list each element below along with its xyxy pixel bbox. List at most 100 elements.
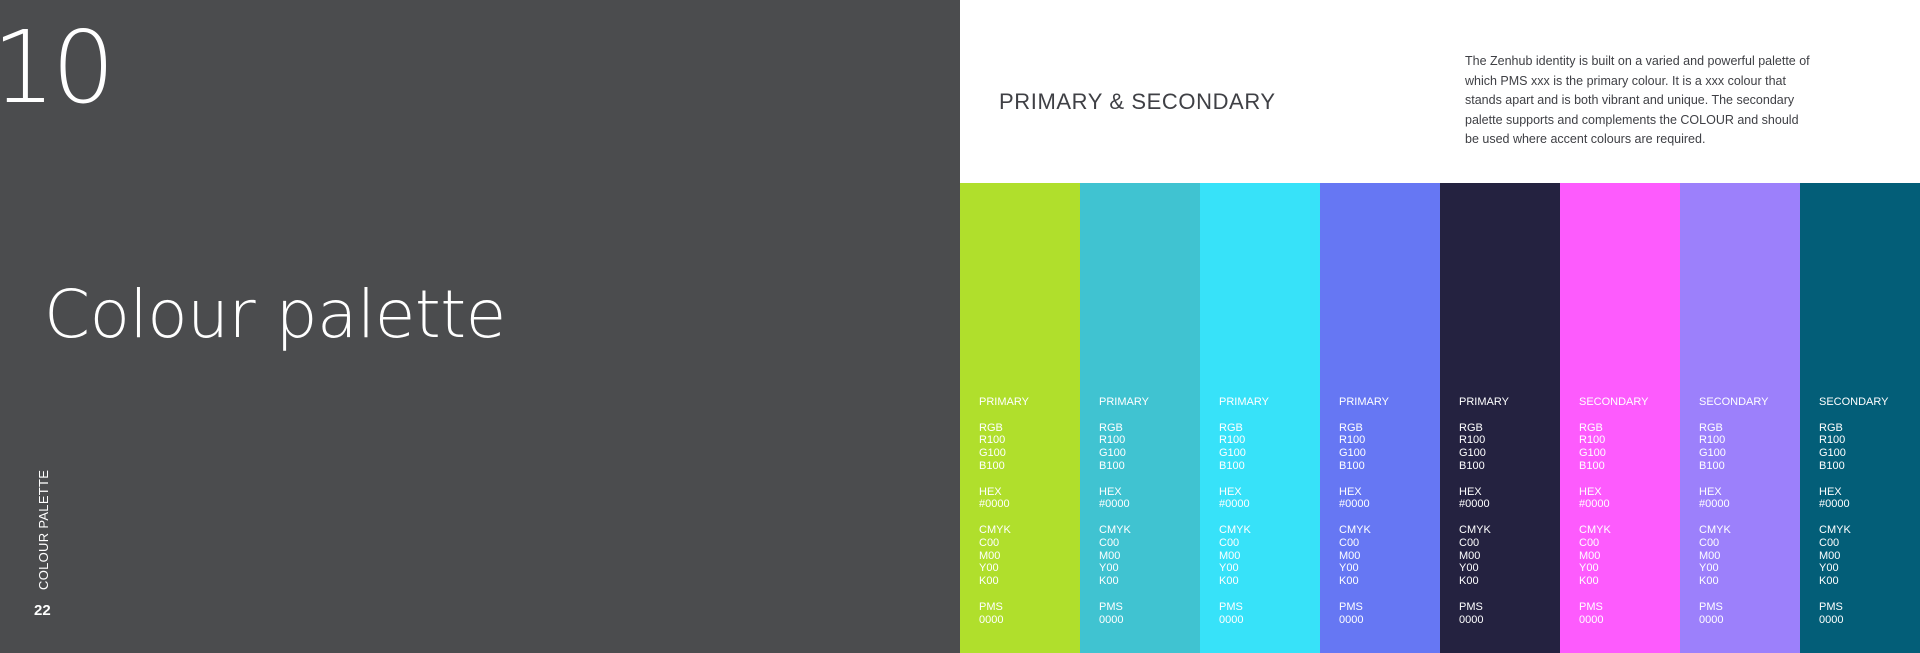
hex-value: #0000: [1459, 498, 1490, 511]
pms-label: PMS: [1099, 600, 1123, 613]
hex-label: HEX: [1579, 485, 1602, 498]
section-heading: PRIMARY & SECONDARY: [999, 89, 1276, 114]
cmyk-k: K00: [1219, 575, 1239, 588]
rgb-label: RGB: [979, 421, 1003, 434]
cmyk-m: M00: [979, 549, 1001, 562]
rgb-b: B100: [1099, 459, 1125, 472]
colour-swatch: PRIMARY RGB R100 G100 B100 HEX #0000 CMYK C00 M00…: [1440, 183, 1560, 653]
colour-swatch: PRIMARY RGB R100 G100 B100 HEX #0000 CMYK C00 M00…: [960, 183, 1080, 653]
hex-label: HEX: [1339, 485, 1362, 498]
cmyk-y: Y00: [1699, 562, 1719, 575]
swatch-type: SECONDARY: [1699, 396, 1769, 408]
hex-label: HEX: [1099, 485, 1122, 498]
rgb-b: B100: [1339, 459, 1365, 472]
section-side-label: COLOUR PALETTE: [36, 469, 51, 590]
left-page: 10 Colour palette COLOUR PALETTE 22: [0, 9, 507, 619]
rgb-b: B100: [1579, 459, 1605, 472]
hex-value: #0000: [1699, 498, 1730, 511]
swatch-specs: PRIMARY RGB R100 G100 B100 HEX #0000 CMYK C00 M00…: [1219, 396, 1269, 639]
swatch-type: SECONDARY: [1579, 396, 1649, 408]
rgb-r: R100: [1219, 434, 1246, 447]
colour-swatch: PRIMARY RGB R100 G100 B100 HEX #0000 CMYK C00 M00…: [1320, 183, 1440, 653]
cmyk-label: CMYK: [1099, 523, 1131, 536]
rgb-g: G100: [1819, 447, 1846, 460]
cmyk-k: K00: [1819, 575, 1839, 588]
swatch-specs: PRIMARY RGB R100 G100 B100 HEX #0000 CMYK C00 M00…: [979, 396, 1029, 639]
pms-label: PMS: [1699, 600, 1723, 613]
cmyk-m: M00: [1699, 549, 1721, 562]
cmyk-m: M00: [1819, 549, 1841, 562]
rgb-r: R100: [1579, 434, 1606, 447]
pms-value: 0000: [979, 613, 1004, 626]
rgb-g: G100: [1339, 447, 1366, 460]
hex-label: HEX: [1819, 485, 1842, 498]
cmyk-m: M00: [1339, 549, 1361, 562]
pms-value: 0000: [1459, 613, 1484, 626]
swatch-specs: PRIMARY RGB R100 G100 B100 HEX #0000 CMYK C00 M00…: [1099, 396, 1149, 639]
cmyk-label: CMYK: [1699, 523, 1731, 536]
cmyk-label: CMYK: [1579, 523, 1611, 536]
rgb-label: RGB: [1819, 421, 1843, 434]
rgb-r: R100: [1339, 434, 1366, 447]
rgb-b: B100: [1699, 459, 1725, 472]
cmyk-label: CMYK: [1339, 523, 1371, 536]
rgb-g: G100: [979, 447, 1006, 460]
rgb-label: RGB: [1459, 421, 1483, 434]
rgb-b: B100: [1459, 459, 1485, 472]
cmyk-y: Y00: [1099, 562, 1119, 575]
intro-paragraph: The Zenhub identity is built on a varied…: [1465, 54, 1810, 146]
page-number: 22: [34, 602, 51, 619]
cmyk-label: CMYK: [1219, 523, 1251, 536]
swatch-row: PRIMARY RGB R100 G100 B100 HEX #0000 CMYK C00 M00…: [960, 183, 1920, 653]
cmyk-c: C00: [1699, 536, 1720, 549]
rgb-label: RGB: [1699, 421, 1723, 434]
rgb-r: R100: [979, 434, 1006, 447]
hex-label: HEX: [1459, 485, 1482, 498]
rgb-label: RGB: [1099, 421, 1123, 434]
cmyk-c: C00: [1099, 536, 1120, 549]
page-title: Colour palette: [44, 276, 506, 353]
palette-header: PRIMARY & SECONDARY The Zenhub identity …: [960, 0, 1920, 183]
colour-swatch: SECONDARY RGB R100 G100 B100 HEX #0000 CMYK C00 M…: [1560, 183, 1680, 653]
pms-value: 0000: [1699, 613, 1724, 626]
rgb-g: G100: [1219, 447, 1246, 460]
pms-value: 0000: [1579, 613, 1604, 626]
swatch-type: PRIMARY: [1459, 396, 1509, 408]
swatch-type: PRIMARY: [1339, 396, 1389, 408]
swatch-type: PRIMARY: [1099, 396, 1149, 408]
hex-value: #0000: [1099, 498, 1130, 511]
pms-value: 0000: [1339, 613, 1364, 626]
cmyk-m: M00: [1579, 549, 1601, 562]
hex-value: #0000: [979, 498, 1010, 511]
pms-label: PMS: [1459, 600, 1483, 613]
section-number: 10: [0, 9, 115, 126]
swatch-type: PRIMARY: [979, 396, 1029, 408]
colour-swatch: PRIMARY RGB R100 G100 B100 HEX #0000 CMYK C00 M00…: [1200, 183, 1320, 653]
rgb-g: G100: [1459, 447, 1486, 460]
cmyk-c: C00: [979, 536, 1000, 549]
pms-label: PMS: [1819, 600, 1843, 613]
cmyk-k: K00: [1339, 575, 1359, 588]
right-page: PRIMARY & SECONDARY The Zenhub identity …: [960, 0, 1920, 653]
cmyk-k: K00: [979, 575, 999, 588]
rgb-r: R100: [1819, 434, 1846, 447]
cmyk-k: K00: [1699, 575, 1719, 588]
rgb-label: RGB: [1579, 421, 1603, 434]
rgb-b: B100: [979, 459, 1005, 472]
cmyk-label: CMYK: [979, 523, 1011, 536]
rgb-r: R100: [1459, 434, 1486, 447]
rgb-g: G100: [1579, 447, 1606, 460]
cmyk-m: M00: [1459, 549, 1481, 562]
colour-swatch: SECONDARY RGB R100 G100 B100 HEX #0000 CMYK C00 M…: [1800, 183, 1920, 653]
cmyk-label: CMYK: [1459, 523, 1491, 536]
cmyk-y: Y00: [1339, 562, 1359, 575]
swatch-specs: SECONDARY RGB R100 G100 B100 HEX #0000 CMYK C00 M…: [1819, 396, 1888, 639]
swatch-specs: PRIMARY RGB R100 G100 B100 HEX #0000 CMYK C00 M00…: [1339, 396, 1389, 639]
pms-value: 0000: [1819, 613, 1844, 626]
hex-value: #0000: [1819, 498, 1850, 511]
rgb-r: R100: [1699, 434, 1726, 447]
cmyk-m: M00: [1099, 549, 1121, 562]
hex-label: HEX: [1699, 485, 1722, 498]
cmyk-c: C00: [1819, 536, 1840, 549]
